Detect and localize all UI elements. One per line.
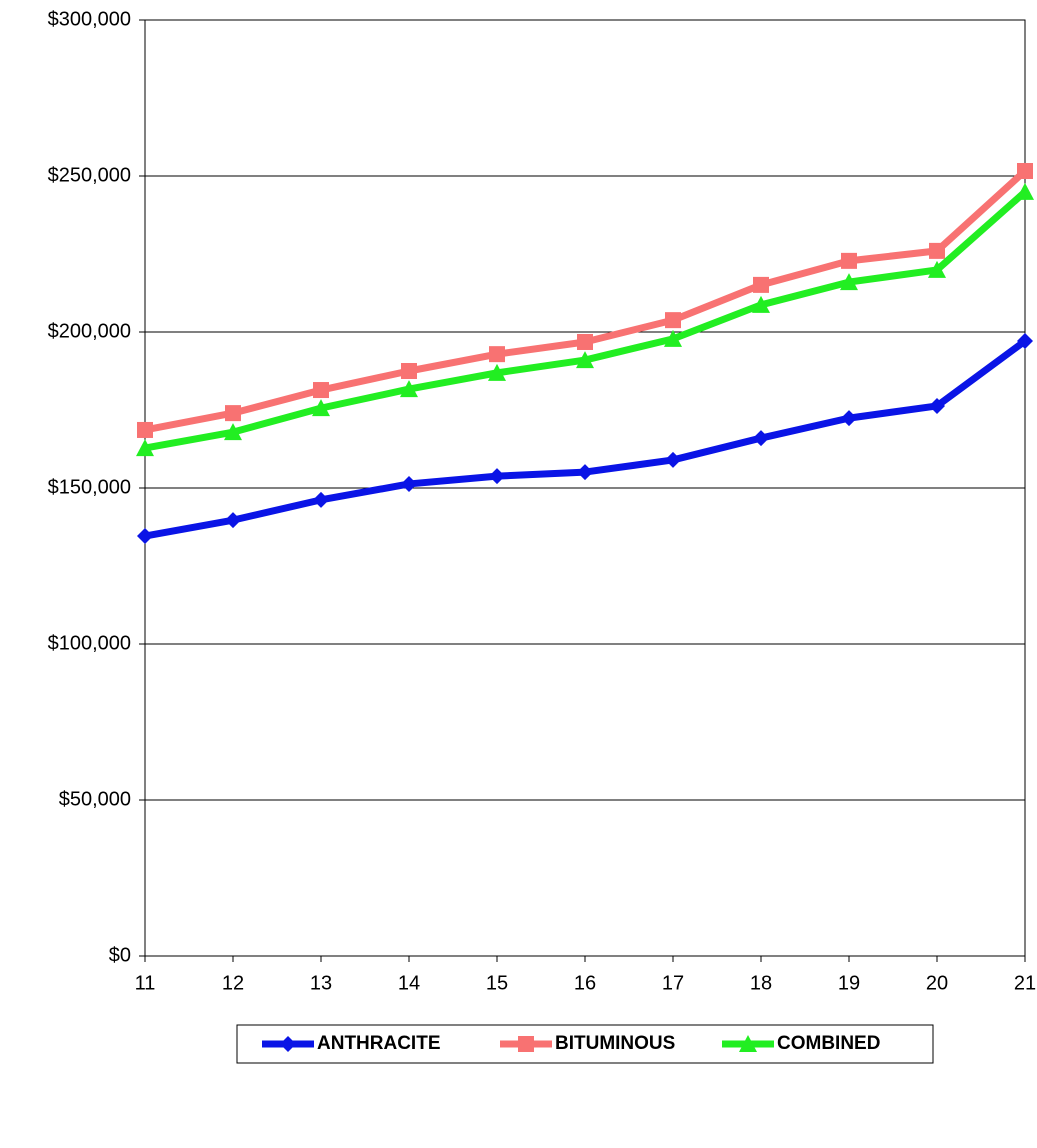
marker xyxy=(753,430,769,447)
marker xyxy=(400,380,418,398)
y-tick-label: $200,000 xyxy=(48,320,131,342)
marker xyxy=(1017,333,1033,350)
marker xyxy=(929,397,945,414)
y-tick-label: $50,000 xyxy=(59,788,131,810)
y-tick-label: $150,000 xyxy=(48,476,131,498)
marker xyxy=(488,363,506,381)
marker xyxy=(752,295,770,313)
x-tick-label: 11 xyxy=(135,972,156,994)
marker xyxy=(312,399,330,417)
y-tick-label: $0 xyxy=(109,944,131,966)
marker xyxy=(137,421,153,438)
x-tick-label: 15 xyxy=(486,972,508,994)
legend-label: ANTHRACITE xyxy=(317,1033,441,1054)
marker xyxy=(665,451,681,468)
marker xyxy=(489,346,505,363)
marker xyxy=(313,491,329,508)
marker xyxy=(739,1035,757,1052)
marker xyxy=(224,423,242,441)
marker xyxy=(577,333,593,350)
marker xyxy=(401,475,417,492)
y-tick-label: $300,000 xyxy=(48,8,131,30)
marker xyxy=(665,312,681,329)
marker xyxy=(753,276,769,293)
y-tick-label: $100,000 xyxy=(48,632,131,654)
marker xyxy=(1016,182,1034,200)
legend-label: COMBINED xyxy=(777,1033,880,1054)
series-line xyxy=(144,168,1028,434)
x-tick-label: 21 xyxy=(1014,972,1036,994)
marker xyxy=(136,439,154,457)
x-tick-label: 18 xyxy=(750,972,772,994)
marker xyxy=(841,410,857,427)
series-line xyxy=(144,338,1028,540)
marker xyxy=(280,1036,296,1052)
legend-label: BITUMINOUS xyxy=(555,1033,675,1054)
marker xyxy=(928,260,946,278)
marker xyxy=(313,382,329,399)
marker xyxy=(577,464,593,481)
x-tick-label: 17 xyxy=(662,972,684,994)
y-tick-label: $250,000 xyxy=(48,164,131,186)
x-tick-label: 20 xyxy=(926,972,948,994)
marker xyxy=(225,405,241,422)
legend-box xyxy=(236,1024,934,1064)
marker xyxy=(1017,163,1033,180)
x-tick-label: 16 xyxy=(574,972,596,994)
x-tick-label: 12 xyxy=(222,972,244,994)
marker xyxy=(840,273,858,291)
marker xyxy=(518,1036,534,1052)
legend: ANTHRACITE BITUMINOUS COMBINED xyxy=(236,1024,934,1064)
marker xyxy=(401,363,417,379)
marker xyxy=(576,351,594,369)
x-tick-label: 19 xyxy=(838,972,860,994)
x-tick-label: 14 xyxy=(398,972,420,994)
x-tick-label: 13 xyxy=(310,972,332,994)
marker xyxy=(225,512,241,529)
marker xyxy=(664,329,682,347)
marker xyxy=(489,468,505,485)
marker xyxy=(929,242,945,259)
marker xyxy=(137,528,153,545)
marker xyxy=(841,252,857,269)
